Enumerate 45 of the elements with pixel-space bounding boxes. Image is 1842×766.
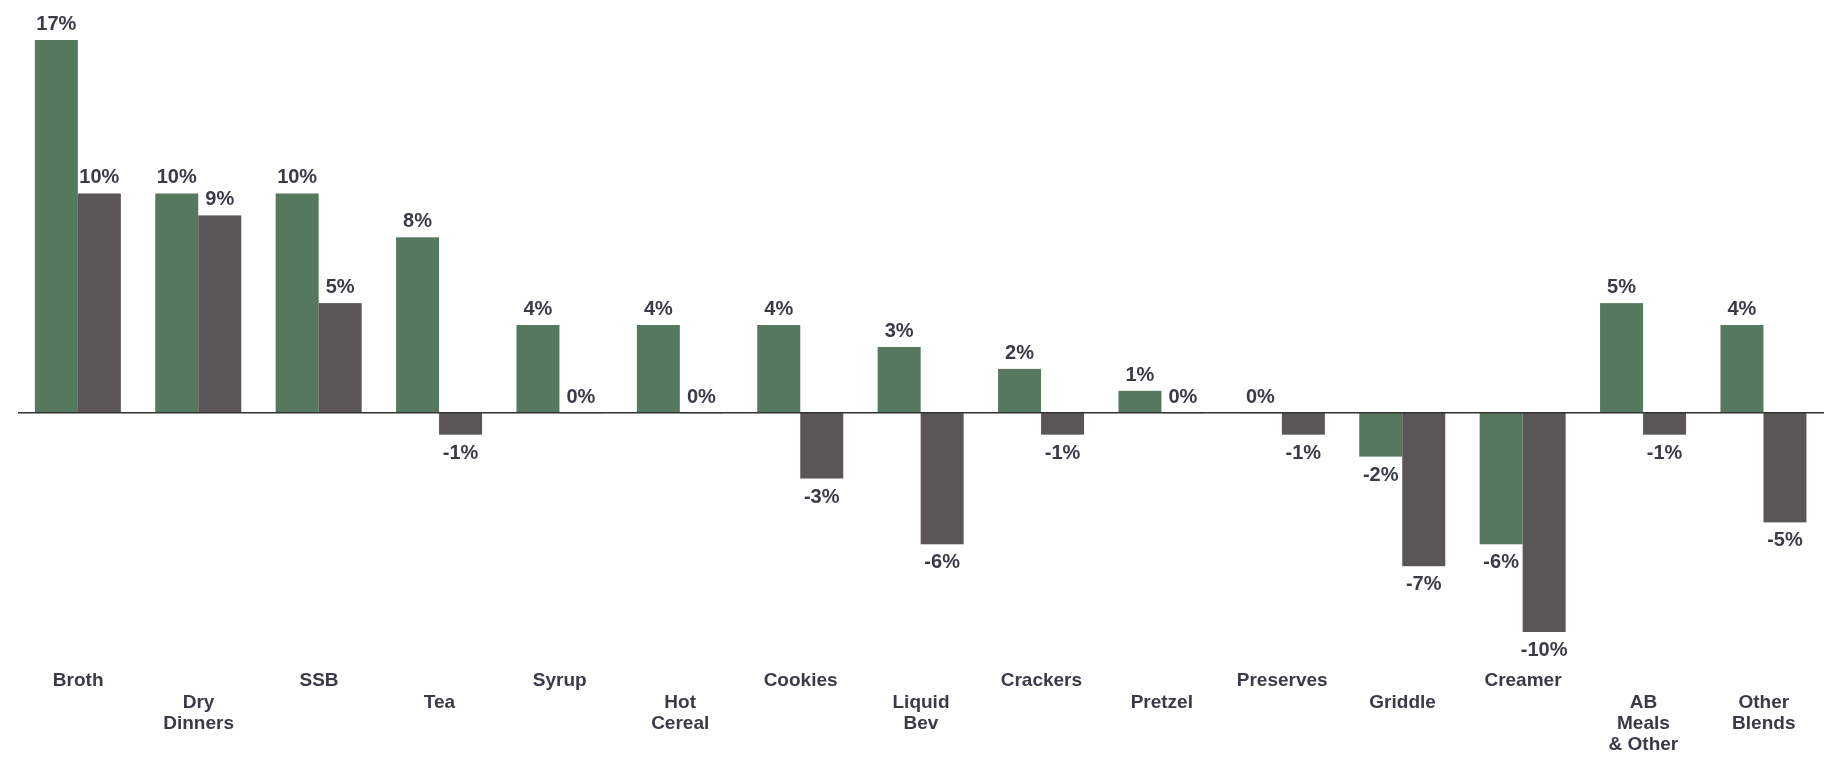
data-label: -1% bbox=[1646, 440, 1683, 463]
data-label: 9% bbox=[205, 187, 235, 210]
x-tick-label: Cookies bbox=[763, 669, 838, 690]
data-label: 10% bbox=[156, 165, 197, 188]
data-label: 10% bbox=[277, 165, 318, 188]
x-tick-label: Liquid Bev bbox=[892, 691, 950, 733]
x-tick-label: Hot Cereal bbox=[651, 691, 710, 733]
data-label: -3% bbox=[803, 484, 840, 507]
data-label: -7% bbox=[1405, 572, 1442, 595]
data-label: 4% bbox=[1727, 297, 1757, 320]
data-label: 4% bbox=[643, 297, 674, 320]
data-label: 1% bbox=[1125, 362, 1155, 385]
data-label: 5% bbox=[1607, 275, 1637, 298]
x-tick-label: SSB bbox=[299, 669, 339, 690]
data-label: 17% bbox=[36, 12, 77, 34]
x-tick-label: Creamer bbox=[1484, 669, 1563, 690]
data-label: -1% bbox=[442, 440, 479, 463]
x-tick-label: Pretzel bbox=[1130, 691, 1193, 712]
data-label: -6% bbox=[1483, 550, 1520, 573]
data-label: -1% bbox=[1044, 440, 1081, 463]
data-label: 3% bbox=[884, 318, 914, 341]
x-tick-label: Griddle bbox=[1369, 691, 1436, 712]
data-label: 0% bbox=[1168, 384, 1198, 407]
data-label: 0% bbox=[686, 384, 717, 407]
data-label: 0% bbox=[566, 384, 596, 407]
data-label: -2% bbox=[1362, 462, 1399, 485]
data-label: -5% bbox=[1767, 528, 1803, 551]
x-tick-label: Crackers bbox=[1000, 669, 1083, 690]
data-label: -1% bbox=[1285, 440, 1322, 463]
data-label: 4% bbox=[764, 297, 794, 320]
x-tick-label: Other Blends bbox=[1732, 691, 1796, 733]
data-label: 2% bbox=[1005, 340, 1035, 363]
x-tick-label: Broth bbox=[52, 669, 104, 690]
x-tick-label: Syrup bbox=[532, 669, 587, 690]
x-tick-label: Preserves bbox=[1236, 669, 1328, 690]
data-label: -10% bbox=[1520, 638, 1568, 660]
data-label: 10% bbox=[79, 165, 120, 188]
x-tick-label: Tea bbox=[423, 691, 456, 712]
data-label: 8% bbox=[403, 209, 433, 232]
data-label: 4% bbox=[523, 297, 553, 320]
data-label: 5% bbox=[325, 275, 355, 298]
data-label: -6% bbox=[924, 550, 961, 573]
data-label: 0% bbox=[1245, 384, 1276, 407]
x-tick-label: Dry Dinners bbox=[163, 691, 234, 733]
x-tick-label: AB Meals & Other bbox=[1608, 691, 1679, 754]
